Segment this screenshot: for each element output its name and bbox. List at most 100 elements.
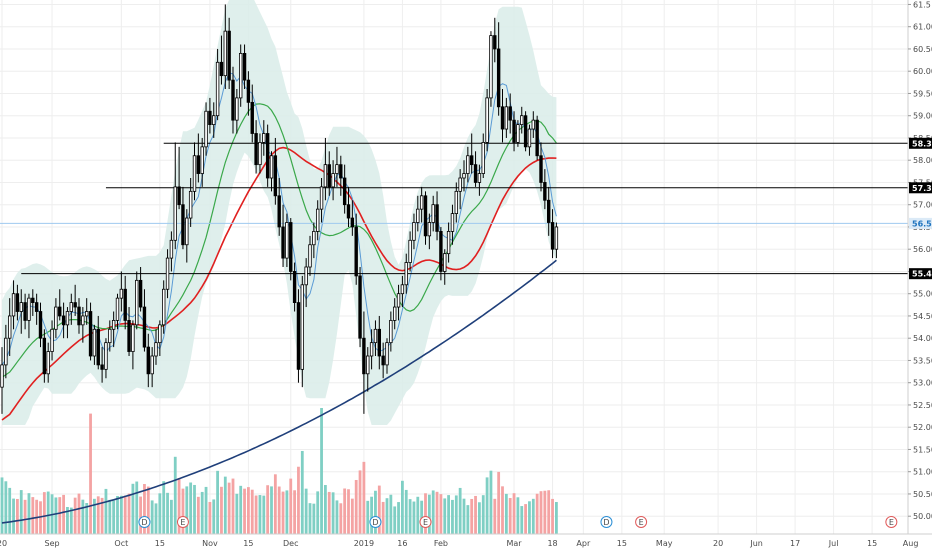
candle-body xyxy=(366,355,370,375)
volume-bar xyxy=(58,497,62,534)
candle-body xyxy=(496,48,501,108)
volume-bar xyxy=(412,501,416,534)
volume-bar xyxy=(62,494,65,534)
candle-body xyxy=(450,213,455,232)
y-axis-tick-label: 52.00 xyxy=(913,423,932,432)
candle-body xyxy=(46,351,50,375)
candle-body xyxy=(61,315,66,326)
level-price-tag: 57.38 xyxy=(912,184,932,193)
volume-bar xyxy=(462,498,466,534)
candle-body xyxy=(527,128,532,148)
event-marker xyxy=(600,516,613,528)
candle-body xyxy=(104,342,108,370)
y-axis-tick-label: 55.00 xyxy=(913,290,932,299)
volume-bar xyxy=(366,500,370,534)
x-axis-tick-label: Feb xyxy=(434,539,448,548)
event-marker xyxy=(885,516,898,528)
volume-bar xyxy=(8,487,12,534)
volume-bar xyxy=(12,498,15,534)
candle-body xyxy=(188,190,193,219)
volume-bar xyxy=(312,503,316,534)
candle-body xyxy=(493,35,497,50)
candle-body xyxy=(323,164,328,188)
volume-bar xyxy=(177,478,181,534)
candle-body xyxy=(100,364,104,370)
candle-body xyxy=(458,177,462,192)
volume-bar xyxy=(420,500,424,534)
candle-body xyxy=(408,239,412,263)
volume-bar xyxy=(150,500,154,534)
event-marker xyxy=(419,516,432,528)
volume-bar xyxy=(458,487,462,534)
sma200-line xyxy=(1,259,557,524)
candle-body xyxy=(535,119,539,157)
volume-bar xyxy=(77,493,81,534)
candle-body xyxy=(246,79,251,103)
volume-bar xyxy=(512,493,516,534)
event-marker-letter: D xyxy=(603,518,609,527)
candle-body xyxy=(400,284,405,295)
candle-body xyxy=(258,141,262,166)
level-price-tag-background xyxy=(909,137,932,149)
candle-body xyxy=(423,195,428,237)
x-axis-background xyxy=(0,534,932,550)
volume-bar xyxy=(231,478,235,534)
volume-bar xyxy=(466,505,470,534)
volume-bar xyxy=(408,499,412,534)
candle-body xyxy=(466,155,470,174)
candle-body xyxy=(31,297,35,303)
candle-body xyxy=(219,61,224,77)
candle-body xyxy=(269,155,274,179)
volume-bar xyxy=(46,491,50,534)
volume-bar xyxy=(443,498,447,534)
y-axis-tick-label: 59.50 xyxy=(913,89,932,98)
candle-body xyxy=(96,328,100,366)
volume-bar xyxy=(424,493,427,534)
candle-body xyxy=(547,199,551,223)
y-axis-tick-label: 50.50 xyxy=(913,490,932,499)
candle-body xyxy=(154,342,158,357)
volume-bar xyxy=(350,498,354,534)
candle-body xyxy=(85,311,89,317)
volume-bar xyxy=(427,494,431,534)
x-axis-tick-label: Mar xyxy=(507,539,523,548)
candle-body xyxy=(23,302,27,321)
volume-bar xyxy=(273,474,277,534)
y-axis-tick-label: 59.00 xyxy=(913,112,932,121)
volume-bar xyxy=(324,485,327,534)
volume-bar xyxy=(212,499,216,534)
volume-bar xyxy=(81,499,85,534)
candle-body xyxy=(439,230,443,272)
y-axis-tick-label: 50.00 xyxy=(913,512,932,521)
volume-bar xyxy=(19,490,23,534)
volume-bar xyxy=(181,488,185,534)
y-axis-tick-label: 53.50 xyxy=(913,356,932,365)
candle-body xyxy=(123,288,127,321)
candle-body xyxy=(520,115,524,125)
volume-bar xyxy=(162,481,166,534)
event-marker-letter: E xyxy=(180,518,185,527)
volume-bar xyxy=(116,496,119,534)
candle-body xyxy=(115,297,120,321)
candle-body xyxy=(242,53,247,81)
volume-bar xyxy=(470,498,474,534)
candle-body xyxy=(173,186,177,241)
x-axis-tick-label: Jun xyxy=(749,539,763,548)
level-price-tag-background xyxy=(909,182,932,194)
volume-bar xyxy=(508,498,512,534)
candle-body xyxy=(446,230,451,255)
candle-body xyxy=(369,342,374,357)
candle-body xyxy=(342,177,347,206)
y-axis-tick-label: 56.00 xyxy=(913,245,932,254)
volume-bar xyxy=(539,491,543,534)
x-axis-tick-label: 2019 xyxy=(354,539,374,548)
volume-bar xyxy=(85,503,89,534)
candle-body xyxy=(77,306,81,326)
candle-body xyxy=(289,222,293,272)
y-axis-tick-label: 52.50 xyxy=(913,401,932,410)
volume-bar xyxy=(258,495,262,534)
volume-bar xyxy=(401,480,404,534)
candle-body xyxy=(315,208,320,232)
